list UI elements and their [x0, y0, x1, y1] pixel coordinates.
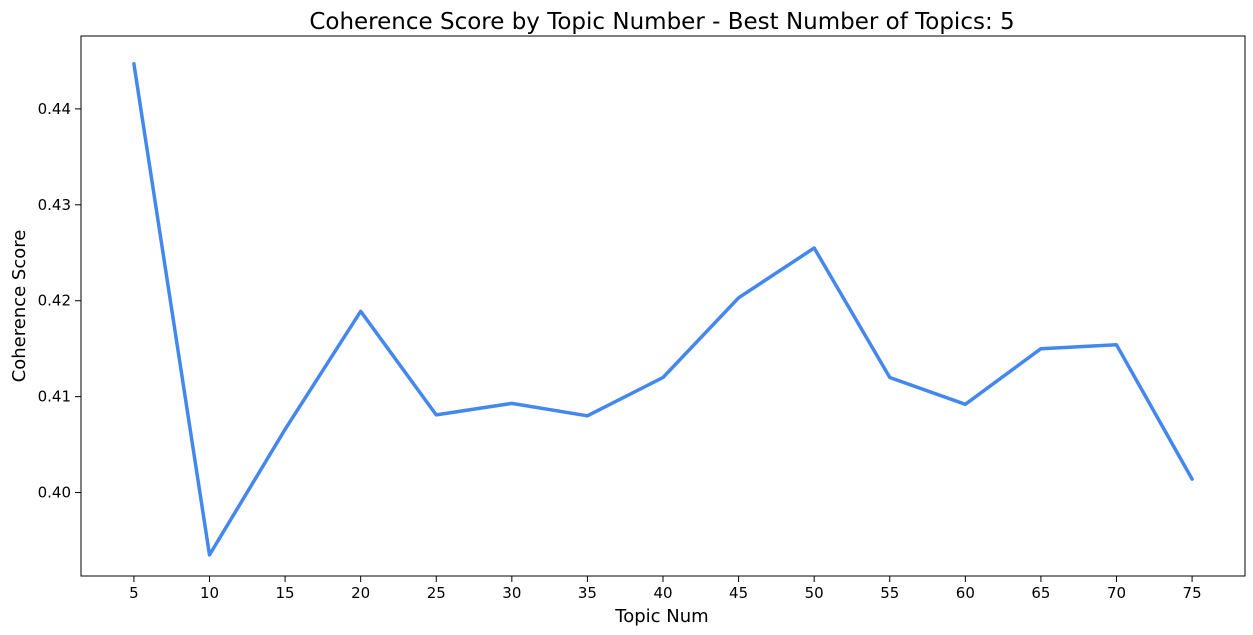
- chart-title: Coherence Score by Topic Number - Best N…: [309, 9, 1014, 35]
- data-point: [586, 414, 589, 417]
- data-point: [888, 376, 891, 379]
- data-point: [1115, 343, 1118, 346]
- data-point: [435, 413, 438, 416]
- x-tick-label: 50: [805, 584, 824, 602]
- data-point: [813, 246, 816, 249]
- y-tick-label: 0.41: [38, 388, 71, 406]
- plot-area: [80, 35, 1246, 577]
- data-point: [1191, 478, 1194, 481]
- y-tick-label: 0.40: [38, 484, 71, 502]
- data-point: [510, 402, 513, 405]
- x-axis-ticks: 5 10 15 20 25 30 35 40 45 50 55 60 65 70 75: [129, 576, 1202, 602]
- x-tick-label: 5: [129, 584, 139, 602]
- x-tick-label: 70: [1107, 584, 1126, 602]
- x-tick-label: 20: [351, 584, 370, 602]
- data-point: [208, 553, 211, 556]
- y-tick-label: 0.43: [38, 196, 71, 214]
- data-point: [737, 296, 740, 299]
- x-tick-label: 55: [880, 584, 899, 602]
- x-tick-label: 30: [502, 584, 521, 602]
- data-point: [132, 62, 135, 65]
- y-axis-ticks: 0.40 0.41 0.42 0.43 0.44: [38, 100, 81, 502]
- x-tick-label: 40: [653, 584, 672, 602]
- data-point: [359, 310, 362, 313]
- y-axis-label: Coherence Score: [9, 230, 30, 383]
- x-tick-label: 10: [200, 584, 219, 602]
- y-tick-label: 0.42: [38, 292, 71, 310]
- y-tick-label: 0.44: [38, 100, 71, 118]
- x-tick-label: 60: [956, 584, 975, 602]
- x-tick-label: 65: [1031, 584, 1050, 602]
- x-tick-label: 35: [578, 584, 597, 602]
- x-axis-label: Topic Num: [614, 606, 708, 627]
- x-tick-label: 25: [427, 584, 446, 602]
- data-point: [964, 403, 967, 406]
- x-tick-label: 45: [729, 584, 748, 602]
- x-tick-label: 15: [276, 584, 295, 602]
- x-tick-label: 75: [1183, 584, 1202, 602]
- series-line: [132, 62, 1194, 557]
- data-point: [662, 376, 665, 379]
- data-point: [1039, 347, 1042, 350]
- data-point: [284, 428, 287, 431]
